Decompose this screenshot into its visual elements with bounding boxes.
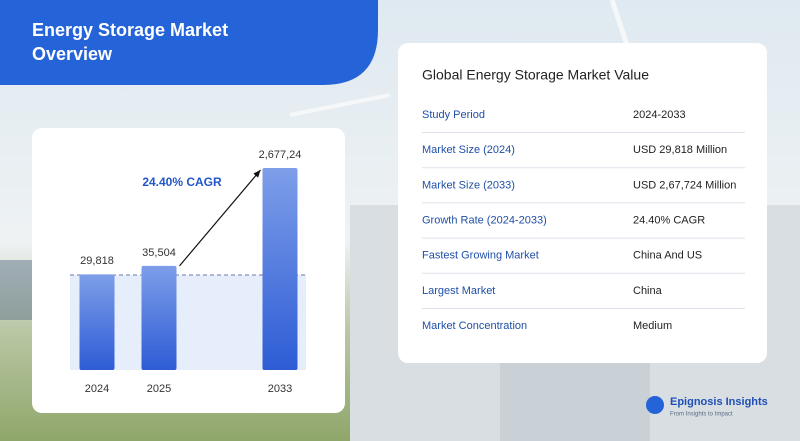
row-value: USD 2,67,724 Million bbox=[633, 179, 736, 191]
brand-tagline: From Insights to Impact bbox=[670, 412, 733, 418]
growth-arrow bbox=[179, 169, 261, 267]
value-label: 2,677,24 bbox=[259, 149, 302, 161]
brand-name: Epignosis Insights bbox=[670, 396, 768, 408]
title: Overview bbox=[32, 44, 113, 64]
x-tick-label: 2025 bbox=[147, 383, 171, 395]
title-banner bbox=[0, 0, 378, 85]
title: Energy Storage Market bbox=[32, 20, 228, 40]
row-label: Growth Rate (2024-2033) bbox=[422, 215, 547, 227]
row-label: Market Concentration bbox=[422, 320, 527, 332]
row-value: China And US bbox=[633, 250, 702, 262]
value-label: 35,504 bbox=[142, 247, 176, 259]
chart: 29,818 2024 35,504 2025 2,677,24 2033 24.40% C… bbox=[70, 149, 306, 395]
value-label: 29,818 bbox=[80, 255, 114, 267]
turbine-blade bbox=[289, 93, 391, 117]
x-tick-label: 2033 bbox=[268, 383, 292, 395]
row-label: Study Period bbox=[422, 109, 485, 121]
bar bbox=[262, 168, 298, 370]
row-value: 2024-2033 bbox=[633, 109, 686, 121]
chart-card bbox=[32, 128, 345, 413]
bar bbox=[141, 265, 177, 370]
row-label: Largest Market bbox=[422, 285, 495, 297]
row-label: Market Size (2024) bbox=[422, 144, 515, 156]
row-value: 24.40% CAGR bbox=[633, 215, 705, 227]
bar bbox=[79, 274, 115, 370]
x-tick-label: 2024 bbox=[85, 383, 109, 395]
row-value: USD 29,818 Million bbox=[633, 144, 727, 156]
row-value: China bbox=[633, 285, 663, 297]
row-value: Medium bbox=[633, 320, 672, 332]
logo-icon bbox=[646, 396, 664, 414]
cagr-annotation: 24.40% CAGR bbox=[142, 175, 222, 189]
table: Study Period 2024-2033 Market Size (2024) U… bbox=[422, 109, 745, 332]
table-title: Global Energy Storage Market Value bbox=[422, 67, 649, 83]
arrow-head bbox=[253, 170, 261, 178]
row-label: Fastest Growing Market bbox=[422, 250, 539, 262]
row-label: Market Size (2033) bbox=[422, 179, 515, 191]
